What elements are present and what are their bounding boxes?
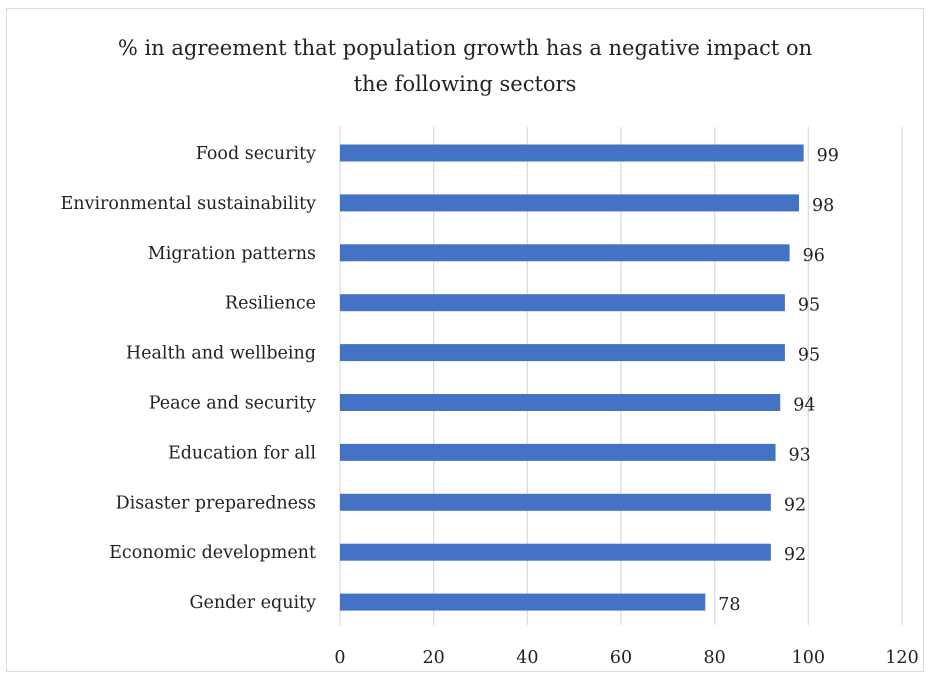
- bar: [340, 593, 706, 611]
- category-labels: Food security Environmental sustainabilit…: [61, 144, 317, 613]
- data-label: 98: [812, 196, 834, 216]
- data-label: 94: [793, 396, 815, 416]
- bar: [340, 144, 804, 162]
- bars: [340, 144, 804, 611]
- x-tick-label: 40: [516, 648, 538, 668]
- category-label: Gender equity: [190, 593, 317, 613]
- bar: [340, 344, 785, 362]
- data-labels: 99 98 96 95 95 94 93 92 92 78: [718, 146, 839, 615]
- category-label: Health and wellbeing: [126, 344, 316, 364]
- category-label: Education for all: [168, 443, 316, 463]
- data-label: 92: [784, 495, 806, 515]
- x-tick-label: 80: [704, 648, 726, 668]
- bar: [340, 244, 790, 262]
- data-label: 93: [789, 445, 811, 465]
- bar: [340, 543, 771, 561]
- x-axis-ticks: 0 20 40 60 80 100 120: [334, 648, 918, 668]
- x-tick-label: 120: [885, 648, 918, 668]
- category-label: Food security: [196, 144, 316, 164]
- bar: [340, 194, 799, 212]
- x-tick-label: 100: [792, 648, 825, 668]
- data-label: 92: [784, 545, 806, 565]
- chart-title-line-2: the following sectors: [354, 72, 577, 96]
- bar: [340, 493, 771, 511]
- category-label: Resilience: [225, 294, 316, 314]
- chart-frame: [6, 8, 924, 672]
- chart-title-line-1: % in agreement that population growth ha…: [118, 36, 812, 60]
- x-tick-label: 60: [610, 648, 632, 668]
- category-label: Environmental sustainability: [61, 194, 317, 214]
- bar: [340, 394, 781, 411]
- data-label: 78: [718, 595, 740, 615]
- category-label: Economic development: [109, 543, 316, 563]
- data-label: 95: [798, 346, 820, 366]
- data-label: 96: [803, 246, 825, 266]
- bar: [340, 294, 785, 312]
- data-label: 95: [798, 296, 820, 316]
- category-label: Peace and security: [149, 394, 316, 414]
- x-tick-label: 20: [423, 648, 445, 668]
- x-tick-label: 0: [334, 648, 345, 668]
- data-label: 99: [817, 146, 839, 166]
- category-label: Migration patterns: [148, 244, 316, 264]
- category-label: Disaster preparedness: [116, 493, 316, 513]
- bar: [340, 443, 776, 461]
